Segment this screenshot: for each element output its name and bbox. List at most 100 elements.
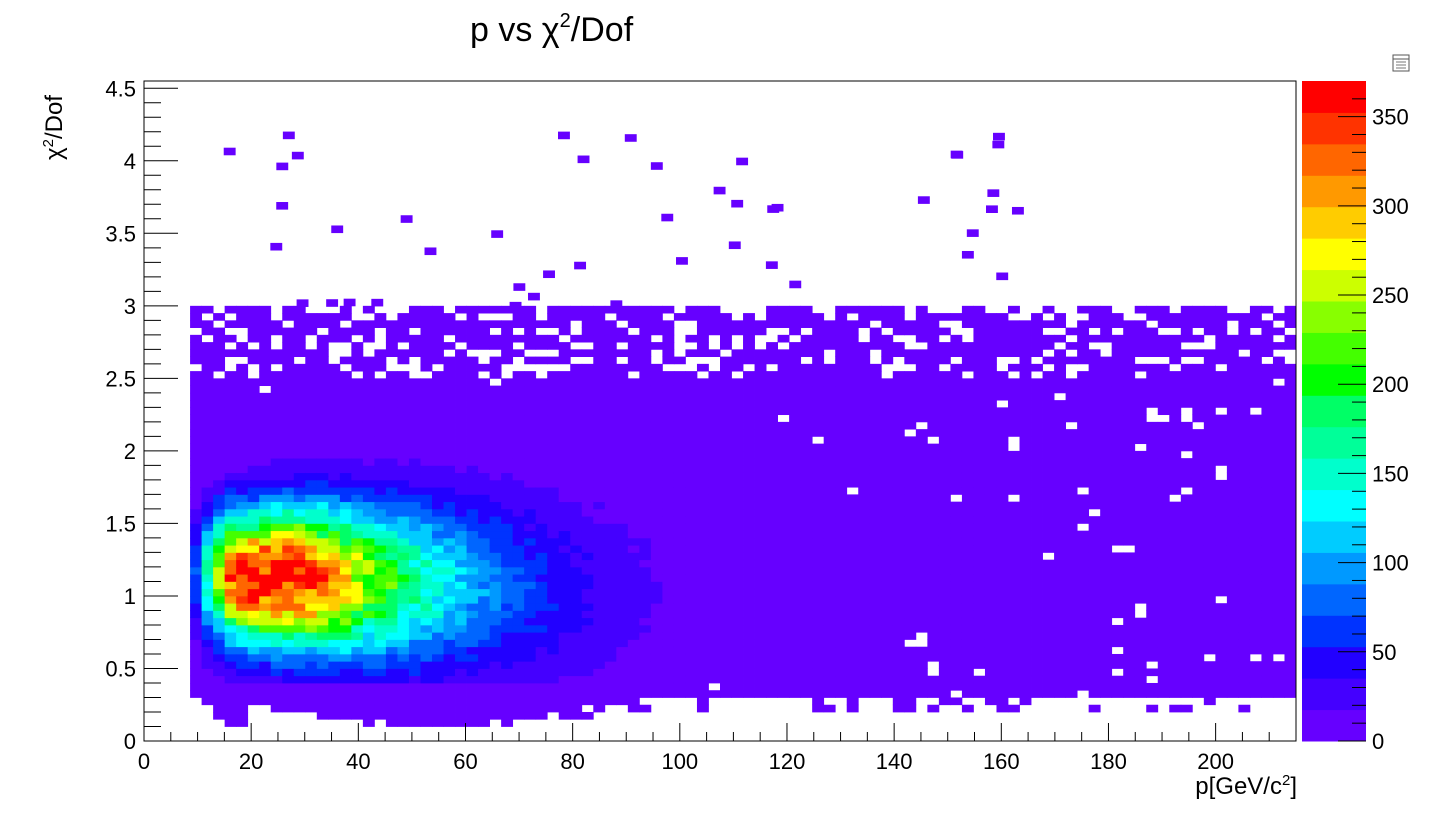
heatmap-cell	[869, 363, 882, 372]
heatmap-cell	[639, 675, 652, 684]
heatmap-cell	[236, 581, 249, 590]
heatmap-cell	[996, 458, 1009, 466]
heatmap-cell	[351, 711, 364, 720]
heatmap-cell	[443, 371, 456, 379]
heatmap-cell	[224, 385, 237, 394]
heatmap-cell	[892, 487, 905, 495]
heatmap-cell	[996, 407, 1009, 416]
heatmap-cell	[616, 458, 629, 466]
heatmap-cell	[489, 356, 502, 365]
heatmap-cell	[420, 661, 433, 669]
heatmap-cell	[650, 392, 663, 401]
heatmap-cell	[984, 617, 997, 626]
heatmap-cell	[270, 530, 283, 539]
heatmap-cell	[1169, 581, 1182, 590]
heatmap-cell	[408, 479, 421, 488]
heatmap-cell	[915, 574, 928, 582]
heatmap-cell	[869, 458, 882, 466]
heatmap-cell	[1203, 472, 1216, 481]
heatmap-cell	[650, 371, 663, 379]
heatmap-cell	[927, 465, 940, 474]
heatmap-cell	[996, 581, 1009, 590]
heatmap-cell	[1157, 617, 1170, 626]
heatmap-cell	[397, 711, 410, 720]
heatmap-cell	[938, 400, 951, 408]
heatmap-cell	[432, 516, 444, 524]
heatmap-cell	[1157, 610, 1170, 619]
heatmap-cell	[627, 574, 640, 582]
heatmap-cell	[881, 610, 894, 619]
heatmap-cell	[247, 653, 260, 662]
heatmap-cell	[570, 450, 583, 459]
heatmap-cell	[627, 465, 640, 474]
heatmap-cell	[1192, 508, 1205, 517]
heatmap-cell	[639, 690, 652, 698]
heatmap-cell	[351, 494, 364, 503]
heatmap-cell	[961, 545, 974, 553]
heatmap-cell	[835, 603, 848, 611]
heatmap-cell	[639, 530, 652, 539]
heatmap-cell	[996, 450, 1009, 459]
heatmap-cell	[293, 682, 306, 691]
heatmap-cell	[524, 595, 537, 604]
heatmap-cell	[973, 603, 986, 611]
heatmap-cell	[1192, 675, 1205, 684]
heatmap-cell	[789, 661, 802, 669]
heatmap-cell	[1180, 588, 1193, 597]
heatmap-cell	[650, 632, 663, 640]
heatmap-cell	[293, 617, 306, 626]
heatmap-cell	[432, 603, 444, 611]
heatmap-cell	[696, 661, 709, 669]
heatmap-cell	[835, 349, 848, 357]
heatmap-cell	[524, 566, 537, 575]
heatmap-cell	[282, 610, 295, 619]
heatmap-cell	[374, 458, 387, 466]
heatmap-cell	[731, 414, 744, 423]
heatmap-cell	[892, 400, 905, 408]
heatmap-cell	[224, 639, 237, 648]
heatmap-cell	[1077, 407, 1090, 416]
heatmap-cell	[961, 516, 974, 524]
heatmap-cell	[201, 530, 214, 539]
heatmap-cell	[1284, 610, 1297, 619]
heatmap-cell	[305, 682, 318, 691]
heatmap-cell	[961, 610, 974, 619]
heatmap-cell	[259, 371, 272, 379]
heatmap-cell	[213, 385, 226, 394]
heatmap-cell	[627, 378, 640, 387]
stats-box-icon[interactable]	[1392, 54, 1410, 72]
heatmap-cell	[1111, 414, 1124, 423]
heatmap-cell	[685, 682, 698, 691]
heatmap-cell	[259, 508, 272, 517]
heatmap-cell	[443, 356, 456, 365]
heatmap-cell	[1249, 305, 1262, 314]
heatmap-cell	[466, 690, 479, 698]
heatmap-cell	[351, 421, 364, 430]
heatmap-cell	[351, 458, 364, 466]
heatmap-cell	[339, 523, 352, 532]
heatmap-cell	[777, 407, 790, 416]
heatmap-cell	[1238, 436, 1251, 445]
heatmap-cell	[201, 320, 214, 328]
heatmap-cell	[1008, 632, 1020, 640]
heatmap-cell	[547, 610, 560, 619]
heatmap-cell	[639, 414, 652, 423]
heatmap-cell	[662, 320, 675, 328]
heatmap-cell	[812, 559, 825, 568]
heatmap-cell	[1019, 610, 1032, 619]
heatmap-cell	[501, 697, 514, 706]
heatmap-cell	[1215, 443, 1228, 452]
heatmap-cell	[696, 632, 709, 640]
heatmap-cell	[858, 414, 871, 423]
heatmap-cell	[904, 320, 917, 328]
heatmap-cell	[1203, 487, 1216, 495]
heatmap-cell	[961, 682, 974, 691]
heatmap-cell	[524, 501, 537, 510]
heatmap-cell	[984, 552, 997, 561]
heatmap-cell	[1261, 334, 1274, 343]
heatmap-cell	[881, 487, 894, 495]
heatmap-cell	[754, 610, 767, 619]
heatmap-cell	[777, 537, 790, 546]
heatmap-cell	[190, 530, 202, 539]
heatmap-cell	[466, 494, 479, 503]
